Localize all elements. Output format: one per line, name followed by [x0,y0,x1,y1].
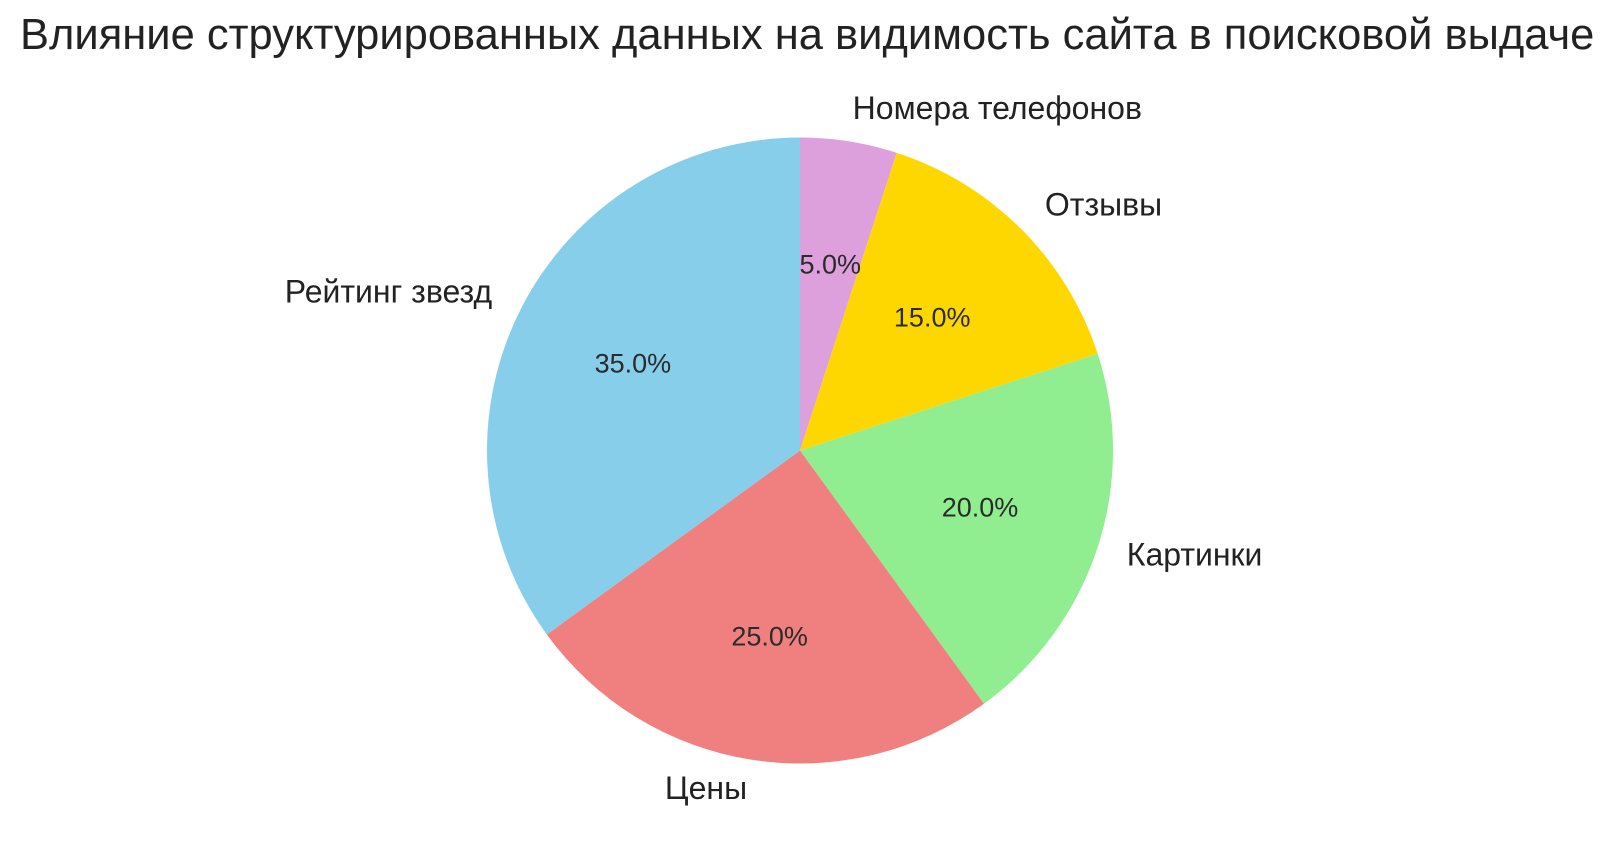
svg-text:Отзывы: Отзывы [1045,186,1162,222]
svg-text:Цены: Цены [665,770,747,806]
svg-text:5.0%: 5.0% [800,249,862,279]
svg-text:Картинки: Картинки [1127,536,1263,572]
svg-text:20.0%: 20.0% [942,493,1019,523]
svg-text:Рейтинг звезд: Рейтинг звезд [285,274,493,310]
svg-text:35.0%: 35.0% [595,349,672,379]
svg-text:Номера телефонов: Номера телефонов [853,90,1142,126]
svg-text:25.0%: 25.0% [731,622,808,652]
svg-text:15.0%: 15.0% [894,302,971,332]
